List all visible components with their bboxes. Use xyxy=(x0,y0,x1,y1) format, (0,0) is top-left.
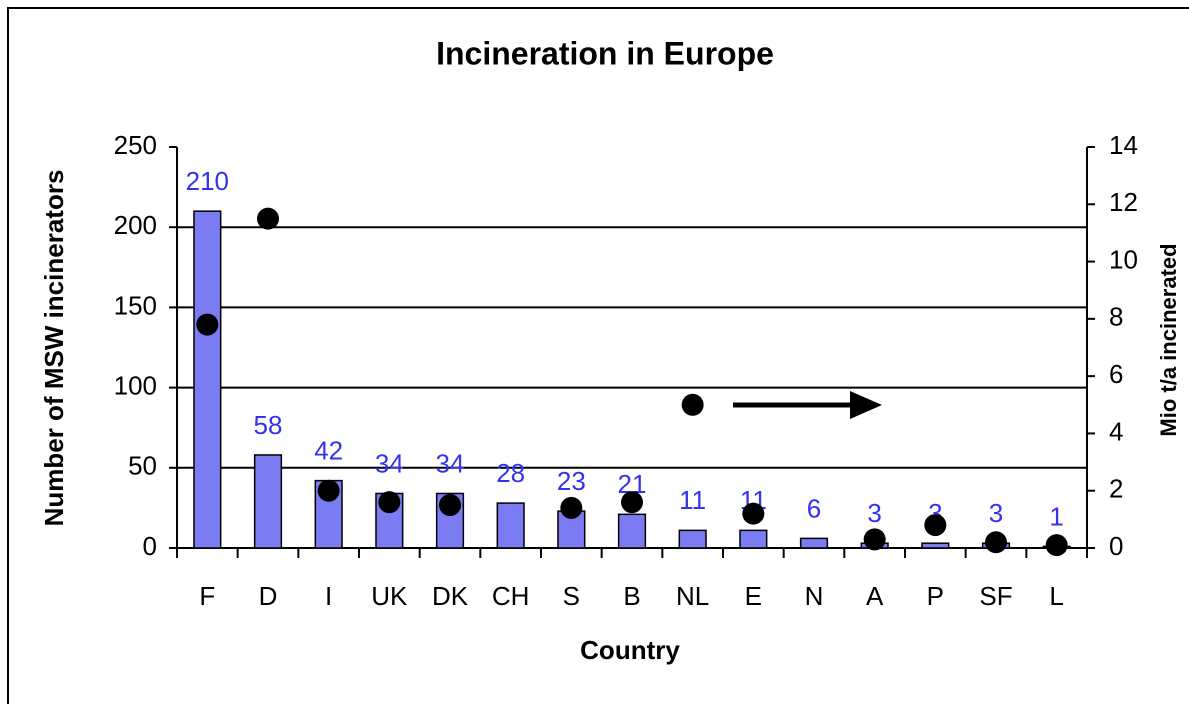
bar xyxy=(496,502,525,549)
y-tick-label: 100 xyxy=(114,370,157,400)
y-tick-label: 250 xyxy=(114,130,157,160)
x-tick-label: DK xyxy=(432,581,469,611)
bar xyxy=(739,529,768,549)
y2-tick-label: 12 xyxy=(1109,187,1138,217)
x-tick-label: E xyxy=(745,581,762,611)
x-tick-label: SF xyxy=(979,581,1012,611)
data-label: 11 xyxy=(679,485,706,515)
dot xyxy=(196,313,219,336)
bar xyxy=(799,537,829,549)
dot xyxy=(742,502,765,525)
y-tick-label: 50 xyxy=(128,451,157,481)
dot xyxy=(681,393,704,416)
dot xyxy=(621,491,643,514)
y-tick-label: 0 xyxy=(143,531,157,561)
dot xyxy=(378,491,401,514)
x-tick-label: CH xyxy=(492,581,530,611)
x-tick-label: NL xyxy=(676,581,709,611)
y-axis-label: Number of MSW incinerators xyxy=(39,170,69,527)
dot xyxy=(560,496,583,519)
bar xyxy=(678,529,707,549)
data-label: 34 xyxy=(436,448,465,478)
x-tick-label: F xyxy=(199,581,215,611)
data-label: 3 xyxy=(989,498,1003,528)
data-label: 42 xyxy=(314,436,343,466)
x-tick-label: N xyxy=(805,581,824,611)
dot xyxy=(317,479,340,502)
y2-tick-label: 2 xyxy=(1109,474,1123,504)
bar xyxy=(617,513,647,549)
bar xyxy=(193,210,222,549)
bar xyxy=(253,454,283,549)
data-label: 1 xyxy=(1049,501,1063,531)
y-tick-label: 200 xyxy=(114,210,157,240)
data-label: 23 xyxy=(557,466,586,496)
dot xyxy=(1045,534,1068,557)
data-label: 210 xyxy=(186,166,229,196)
arrow-head xyxy=(850,391,882,419)
dot xyxy=(924,514,947,537)
data-label: 6 xyxy=(807,493,821,523)
y2-tick-label: 6 xyxy=(1109,359,1123,389)
x-tick-label: I xyxy=(325,581,332,611)
arrow xyxy=(733,391,882,419)
x-tick-label: L xyxy=(1049,581,1063,611)
dot xyxy=(439,494,461,517)
y2-tick-label: 8 xyxy=(1109,302,1123,332)
dot xyxy=(985,531,1007,554)
x-tick-label: P xyxy=(927,581,944,611)
y2-axis-label: Mio t/a incinerated xyxy=(1156,243,1181,436)
data-label: 28 xyxy=(496,458,525,488)
chart-title: Incineration in Europe xyxy=(436,35,774,71)
y2-tick-label: 14 xyxy=(1109,130,1138,160)
x-tick-label: D xyxy=(259,581,278,611)
x-axis-label: Country xyxy=(580,635,680,665)
data-label: 34 xyxy=(375,448,404,478)
y2-tick-label: 0 xyxy=(1109,531,1123,561)
dot xyxy=(863,528,886,551)
data-label: 3 xyxy=(867,498,881,528)
x-tick-label: B xyxy=(623,581,640,611)
x-tick-label: S xyxy=(563,581,580,611)
y2-tick-label: 10 xyxy=(1109,244,1138,274)
data-label: 58 xyxy=(254,410,283,440)
y-tick-label: 150 xyxy=(114,290,157,320)
dot xyxy=(257,207,279,230)
y2-tick-label: 4 xyxy=(1109,416,1123,446)
x-tick-label: UK xyxy=(371,581,408,611)
x-tick-label: A xyxy=(866,581,884,611)
bar xyxy=(921,542,950,549)
